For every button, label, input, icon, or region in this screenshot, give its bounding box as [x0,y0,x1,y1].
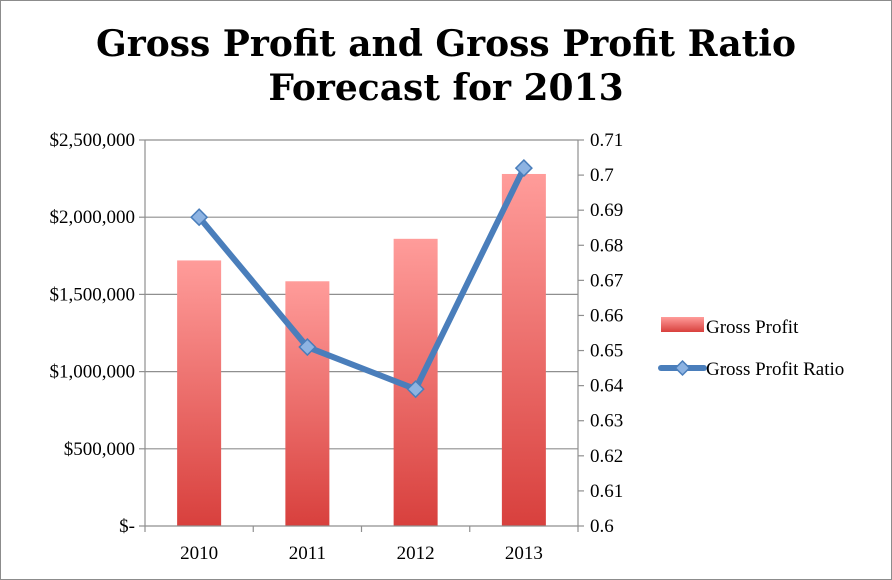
left-tick-label: $2,500,000 [50,130,136,151]
right-tick-label: 0.68 [590,235,623,256]
right-tick-label: 0.66 [590,305,623,326]
chart-title-line-2: Forecast for 2013 [268,67,624,109]
left-tick-label: $500,000 [64,439,135,460]
right-tick-label: 0.7 [590,165,614,186]
right-tick-label: 0.65 [590,341,623,362]
legend: Gross Profit Gross Profit Ratio [658,317,844,380]
ratio-point-2012 [406,380,425,399]
bar-2010 [177,260,222,526]
left-tick-label: $- [119,516,135,537]
legend-swatch-diamond [674,359,691,377]
left-tick-label: $1,500,000 [50,284,136,305]
line-series [190,159,533,399]
right-tick-label: 0.67 [590,270,623,291]
bar-series [177,173,546,527]
right-tick-label: 0.6 [590,516,614,537]
axes: $- $500,000 $1,000,000 $1,500,000 $2,000,000… [50,130,624,564]
x-tick-label: 2011 [289,543,326,564]
bar-2013 [501,173,546,526]
right-tick-label: 0.69 [590,200,623,221]
chart-title-line-1: Gross Profit and Gross Profit Ratio [96,23,796,65]
left-tick-label: $1,000,000 [50,362,136,383]
left-tick-label: $2,000,000 [50,207,136,228]
bar-2011 [285,281,330,526]
right-tick-label: 0.64 [590,376,624,397]
x-tick-label: 2012 [397,543,435,564]
legend-label-gross-profit: Gross Profit [706,317,799,338]
ratio-point-2010 [190,208,209,227]
legend-label-gross-profit-ratio: Gross Profit Ratio [706,359,844,380]
ratio-point-2011 [298,337,317,357]
right-tick-label: 0.61 [590,481,623,502]
right-tick-label: 0.63 [590,411,623,432]
right-tick-label: 0.71 [590,130,623,151]
x-tick-label: 2010 [180,543,218,564]
right-tick-label: 0.62 [590,446,623,467]
gross-profit-ratio-line [196,165,527,393]
chart-title: Gross Profit and Gross Profit Ratio Fore… [0,22,892,110]
ratio-point-2013 [514,159,533,178]
legend-swatch-gross-profit [661,317,704,332]
x-tick-label: 2013 [505,543,543,564]
